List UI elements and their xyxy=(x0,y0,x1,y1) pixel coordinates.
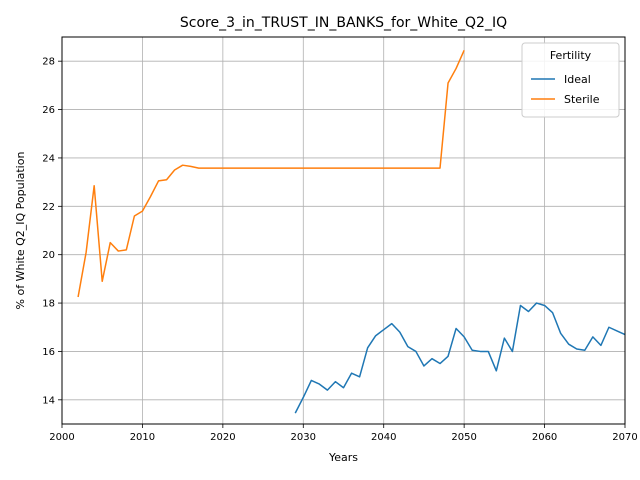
legend-title: Fertility xyxy=(550,49,592,62)
y-tick-label: 28 xyxy=(42,57,55,68)
y-tick-label: 22 xyxy=(42,202,55,213)
x-tick-label: 2050 xyxy=(451,432,476,443)
x-tick-label: 2040 xyxy=(371,432,396,443)
x-tick-label: 2000 xyxy=(49,432,74,443)
x-axis-label: Years xyxy=(328,451,358,464)
x-tick-label: 2060 xyxy=(532,432,557,443)
series-lines xyxy=(77,49,626,414)
legend: Fertility Ideal Sterile xyxy=(521,42,620,118)
y-tick-label: 18 xyxy=(42,299,55,310)
y-tick-label: 20 xyxy=(42,250,55,261)
x-tick-label: 2070 xyxy=(612,432,637,443)
x-tick-label: 2020 xyxy=(210,432,235,443)
legend-label-ideal: Ideal xyxy=(564,73,591,86)
y-tick-label: 26 xyxy=(42,105,55,116)
y-tick-label: 16 xyxy=(42,347,55,358)
series-line-sterile xyxy=(77,49,465,298)
y-axis-label: % of White Q2_IQ Population xyxy=(14,152,27,310)
x-tick-label: 2030 xyxy=(291,432,316,443)
chart-title: Score_3_in_TRUST_IN_BANKS_for_White_Q2_I… xyxy=(180,15,507,31)
x-tick-label: 2010 xyxy=(130,432,155,443)
series-line-ideal xyxy=(294,302,626,414)
y-tick-label: 24 xyxy=(42,153,55,164)
axis-ticks: 2000 2010 2020 2030 2040 2050 2060 2070 14 16 18 20… xyxy=(42,57,637,443)
legend-label-sterile: Sterile xyxy=(564,93,600,106)
plot-frame xyxy=(61,36,626,425)
y-tick-label: 14 xyxy=(42,395,55,406)
